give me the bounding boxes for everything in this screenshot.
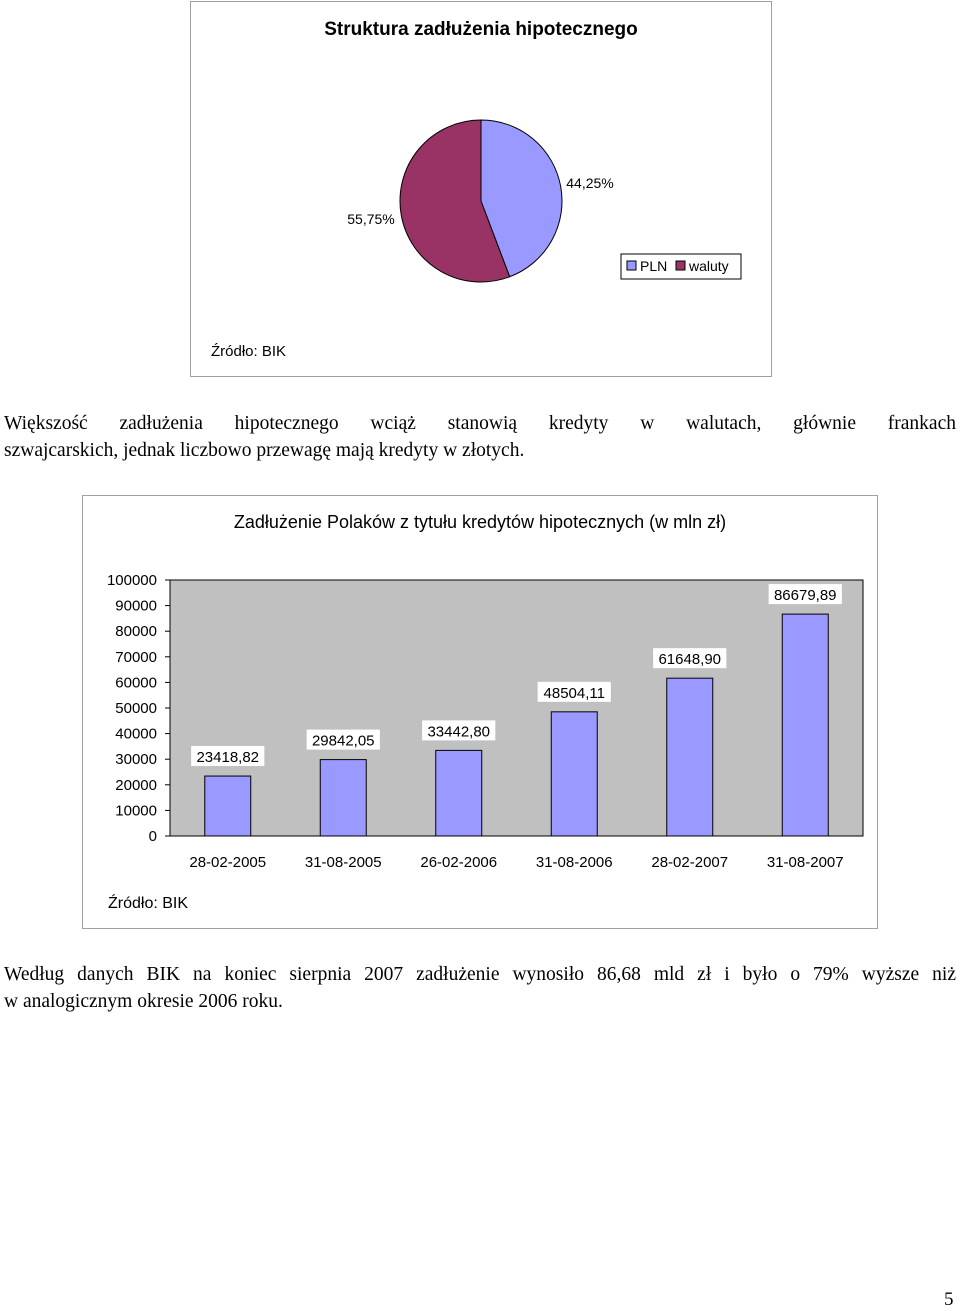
- page-number: 5: [944, 1289, 954, 1310]
- data-label: 61648,90: [658, 651, 721, 668]
- paragraph-2-line-1: Według danych BIK na koniec sierpnia 200…: [4, 964, 956, 985]
- y-tick-label: 20000: [115, 777, 157, 794]
- data-label-bg: [306, 729, 380, 750]
- y-tick-label: 70000: [115, 649, 157, 666]
- bar: [204, 775, 252, 837]
- data-label-bg: [653, 648, 727, 669]
- pie-chart-frame: Struktura zadłużenia hipotecznego 44,25%…: [190, 1, 772, 377]
- y-tick-label: 30000: [115, 751, 157, 768]
- pie-chart: Struktura zadłużenia hipotecznego 44,25%…: [211, 19, 742, 360]
- x-tick-label: 31-08-2005: [305, 854, 382, 871]
- bar-chart-frame: Zadłużenie Polaków z tytułu kredytów hip…: [82, 495, 878, 929]
- y-tick-label: 80000: [115, 623, 157, 640]
- x-tick-label: 28-02-2005: [189, 854, 266, 871]
- pie-label-pln: 44,25%: [566, 175, 613, 191]
- pie-slices: [399, 119, 563, 283]
- data-label: 23418,82: [196, 749, 259, 766]
- legend-swatch-waluty: [675, 260, 686, 271]
- paragraph-2: Według danych BIK na koniec sierpnia 200…: [4, 961, 956, 1015]
- bar: [550, 711, 598, 837]
- y-tick-label: 50000: [115, 700, 157, 717]
- legend-swatch-pln: [626, 260, 637, 271]
- bar-plot-area: [169, 579, 864, 837]
- y-tick-label: 40000: [115, 726, 157, 743]
- y-tick-label: 60000: [115, 674, 157, 691]
- bar-chart-source: Źródło: BIK: [108, 893, 188, 912]
- bar: [666, 677, 714, 837]
- legend-label-pln: PLN: [640, 258, 667, 274]
- bar: [781, 613, 829, 837]
- data-label-bg: [768, 584, 842, 605]
- paragraph-1: Większość zadłużenia hipotecznego wciąż …: [4, 410, 956, 464]
- x-tick-label: 31-08-2006: [536, 854, 613, 871]
- data-label: 86679,89: [774, 587, 837, 604]
- data-label-bg: [422, 720, 496, 741]
- x-tick-label: 28-02-2007: [651, 854, 728, 871]
- x-axis: 28-02-2005 31-08-2005 26-02-2006 31-08-2006…: [189, 854, 843, 871]
- y-tick-label: 100000: [107, 572, 157, 589]
- y-axis: 1000009000080000700006000050000400003000…: [107, 572, 170, 845]
- pie-legend: PLN waluty: [620, 253, 742, 280]
- x-tick-label: 26-02-2006: [420, 854, 497, 871]
- data-label: 29842,05: [312, 733, 375, 750]
- pie-slice-waluty: [399, 119, 511, 283]
- bar-chart: Zadłużenie Polaków z tytułu kredytów hip…: [107, 512, 864, 912]
- y-tick-label: 90000: [115, 598, 157, 615]
- bar: [435, 749, 483, 837]
- bar: [319, 759, 367, 837]
- bars: 23418,82 29842,05 33442,80 48504,11 61648,90…: [191, 584, 842, 837]
- pie-slice-pln: [480, 119, 563, 278]
- data-label: 48504,11: [544, 685, 605, 702]
- pie-label-waluty: 55,75%: [347, 211, 394, 227]
- pie-chart-title: Struktura zadłużenia hipotecznego: [324, 19, 638, 40]
- paragraph-2-line-2: w analogicznym okresie 2006 roku.: [4, 991, 283, 1012]
- paragraph-1-line-1: Większość zadłużenia hipotecznego wciąż …: [4, 413, 956, 434]
- paragraph-1-line-2: szwajcarskich, jednak liczbowo przewagę …: [4, 440, 525, 461]
- legend-label-waluty: waluty: [688, 258, 729, 274]
- bar-chart-title: Zadłużenie Polaków z tytułu kredytów hip…: [234, 512, 726, 532]
- data-label-bg: [191, 746, 265, 767]
- y-tick-label: 0: [149, 828, 157, 845]
- pie-chart-source: Źródło: BIK: [211, 343, 286, 360]
- data-label-bg: [537, 681, 611, 702]
- y-tick-label: 10000: [115, 802, 157, 819]
- x-tick-label: 31-08-2007: [767, 854, 844, 871]
- data-label: 33442,80: [427, 723, 490, 740]
